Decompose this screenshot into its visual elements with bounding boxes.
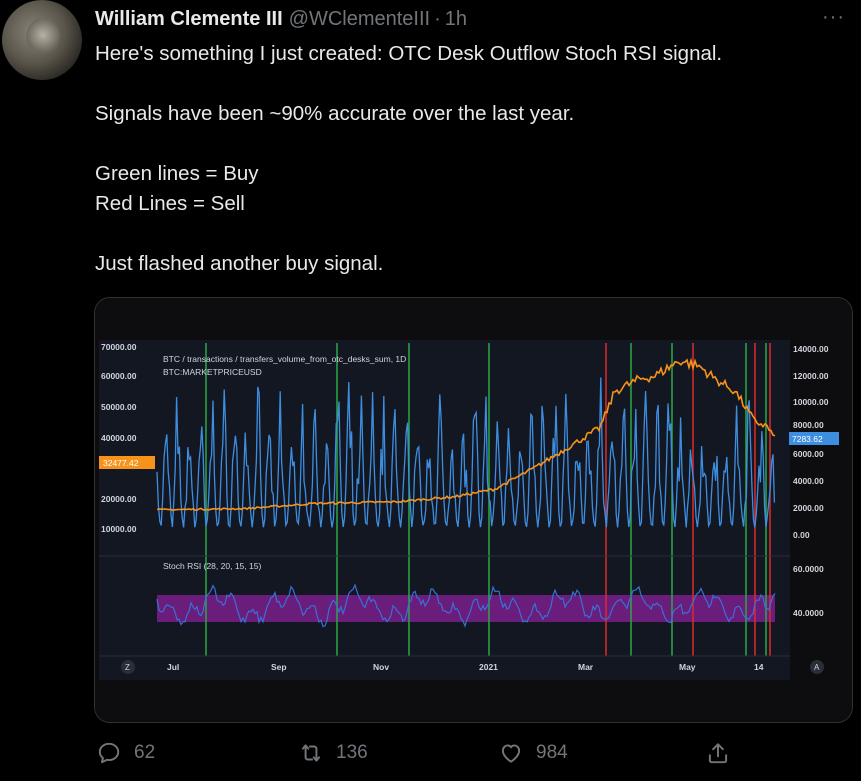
stoch-rsi-line [156,583,776,628]
auto-scale-button [810,660,824,674]
volume-badge [789,432,839,445]
author-handle[interactable]: @WClementeIII [288,8,431,30]
right-axis-tick: 0.00 [793,530,810,540]
right-axis-tick: 10000.00 [793,397,829,407]
tradingview-chart: 70000.0060000.0050000.0040000.0030000.00… [95,298,852,722]
price-badge [99,456,155,469]
chart-image-card[interactable]: 70000.0060000.0050000.0040000.0030000.00… [94,297,853,723]
rsi-axis-tick: 40.0000 [793,608,824,618]
retweet-button[interactable]: 136 [298,740,368,766]
separator-dot: · [434,8,441,30]
more-options-icon[interactable]: ··· [822,6,845,28]
retweet-icon [301,744,321,762]
tweet-text-line-3: Green lines = Buy [95,162,259,185]
auto-scale-label: A [814,663,820,672]
zoom-reset-label: Z [125,663,130,672]
share-button[interactable] [705,740,731,766]
time-axis-label: Sep [271,662,287,672]
right-axis-tick: 2000.00 [793,503,824,513]
time-axis-label: 2021 [479,662,498,672]
right-axis-tick: 4000.00 [793,476,824,486]
heart-icon [501,744,521,763]
price-series-line [156,357,776,512]
reply-button[interactable]: 62 [96,740,155,766]
tweet-text-line-2: Signals have been ~90% accurate over the… [95,102,575,125]
right-axis-tick: 8000.00 [793,420,824,430]
reply-count: 62 [134,742,156,763]
tweet-text-line-5: Just flashed another buy signal. [95,252,384,275]
tweet-header: William Clemente III @WClementeIII · 1h [95,8,467,34]
rsi-axis-tick: 60.0000 [793,564,824,574]
time-axis-label: Nov [373,662,389,672]
left-axis-tick: 60000.00 [101,371,137,381]
left-axis-tick: 10000.00 [101,524,137,534]
chart-subtitle: BTC:MARKETPRICEUSD [163,367,262,377]
time-axis-label: Jul [167,662,179,672]
left-axis-tick: 70000.00 [101,342,137,352]
time-axis-label: Mar [578,662,594,672]
time-axis-label: 14 [754,662,764,672]
time-axis-label: May [679,662,696,672]
price-badge-label: 32477.42 [103,458,139,468]
zoom-reset-button [121,660,135,674]
tweet-actions-bar: 62 136 984 [0,740,861,772]
volume-badge-label: 7283.62 [792,434,823,444]
tweet-text-line-4: Red Lines = Sell [95,192,245,215]
author-avatar[interactable] [2,0,82,80]
left-axis-tick: 50000.00 [101,402,137,412]
like-button[interactable]: 984 [498,740,568,766]
reply-icon [98,742,120,764]
author-name[interactable]: William Clemente III [95,8,283,30]
share-icon [708,743,728,764]
chart-title: BTC / transactions / transfers_volume_fr… [163,354,406,364]
stoch-rsi-label: Stoch RSI (28, 20, 15, 15) [163,561,261,571]
left-axis-tick: 40000.00 [101,433,137,443]
right-axis-tick: 12000.00 [793,371,829,381]
left-axis-tick: 20000.00 [101,494,137,504]
right-axis-tick: 14000.00 [793,344,829,354]
like-count: 984 [536,742,568,763]
right-axis-tick: 6000.00 [793,449,824,459]
retweet-count: 136 [336,742,368,763]
tweet-timestamp[interactable]: 1h [444,8,468,30]
tweet-text-line-1: Here's something I just created: OTC Des… [95,42,723,65]
volume-series-line [156,377,776,529]
